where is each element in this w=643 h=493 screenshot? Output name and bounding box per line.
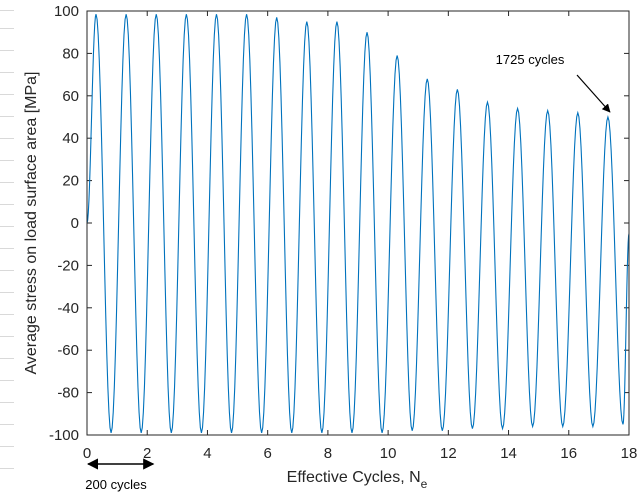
left-edge-rule [0,226,14,227]
y-tick-label: 80 [62,45,79,62]
left-edge-rule [0,270,14,271]
left-edge-rule [0,380,14,381]
annotation-200-cycles-label: 200 cycles [85,477,147,492]
y-tick-label: 100 [54,3,79,20]
left-edge-rule [0,160,14,161]
y-tick-label: -100 [49,427,79,444]
plot-frame [86,10,630,436]
x-tick-label: 18 [621,445,638,462]
left-edge-rule [0,402,14,403]
x-tick-label: 12 [440,445,457,462]
y-tick-label: 20 [62,173,79,190]
y-axis-title: Average stress on load surface area [MPa… [23,72,40,375]
left-edge-rule [0,336,14,337]
plot-area [87,11,629,435]
x-tick-label: 6 [263,445,271,462]
left-edge-rule [0,314,14,315]
x-tick-label: 8 [324,445,332,462]
y-tick-label: -40 [57,300,79,317]
left-edge-rule [0,50,14,51]
left-edge-rule [0,292,14,293]
left-edge-rule [0,468,14,469]
stress-signal-line [86,14,630,434]
x-tick-label: 10 [380,445,397,462]
left-edge-rule [0,72,14,73]
left-edge-rule [0,94,14,95]
left-edge-rule [0,358,14,359]
y-tick-label: -20 [57,257,79,274]
y-tick-label: 40 [62,130,79,147]
annotation-1725-cycles-label: 1725 cycles [496,52,565,67]
left-edge-rule [0,424,14,425]
left-edge-rule [0,116,14,117]
left-edge-rule [0,204,14,205]
left-edge-rule [0,446,14,447]
x-tick-label: 16 [560,445,577,462]
y-tick-label: 60 [62,88,79,105]
annotation-1725-cycles-arrow [576,74,611,113]
x-tick-label: 14 [500,445,517,462]
left-edge-rule [0,138,14,139]
left-edge-rule [0,10,14,11]
x-tick-label: 0 [83,445,91,462]
x-axis-title: Effective Cycles, Ne [287,469,428,491]
x-axis-title-main: Effective Cycles, N [287,469,421,486]
x-ticks [86,11,630,435]
y-tick-labels: -100 -80 -60 -40 -20 0 20 40 60 80 100 [49,3,79,444]
y-tick-label: 0 [71,215,79,232]
left-edge-rule [0,28,14,29]
x-tick-labels: 0 2 4 6 8 10 12 14 16 18 [83,445,638,462]
left-edge-rule [0,182,14,183]
x-tick-label: 2 [143,445,151,462]
x-axis-title-subscript: e [421,477,428,491]
y-tick-label: -80 [57,385,79,402]
left-edge-rule [0,248,14,249]
y-tick-label: -60 [57,342,79,359]
x-tick-label: 4 [203,445,211,462]
